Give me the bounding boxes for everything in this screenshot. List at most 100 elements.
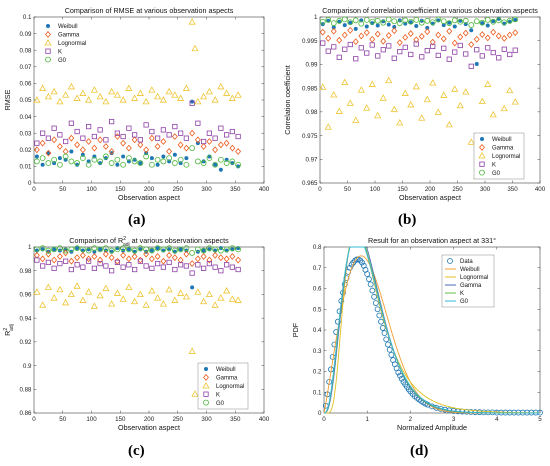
point-g0 xyxy=(177,246,184,253)
point-lognormal xyxy=(335,107,343,114)
legend-marker-data xyxy=(447,258,453,264)
point-g0 xyxy=(479,19,486,26)
point-k xyxy=(347,41,353,48)
point-lognormal xyxy=(194,97,202,105)
point-lognormal xyxy=(200,92,208,100)
point-lognormal xyxy=(188,18,196,25)
point-k xyxy=(468,63,474,69)
point-k xyxy=(342,46,348,52)
point-lognormal xyxy=(418,114,426,121)
point-gamma xyxy=(512,29,519,37)
point-gamma xyxy=(51,136,58,144)
point-gamma xyxy=(217,141,224,149)
point-k xyxy=(507,51,513,58)
legend-label-gamma: Gamma xyxy=(460,283,482,289)
point-gamma xyxy=(473,35,480,43)
point-weibull xyxy=(34,154,39,159)
y-tick-label: 0 xyxy=(28,180,32,187)
point-k xyxy=(45,135,51,141)
plot-area xyxy=(323,246,541,414)
x-tick-label: 1 xyxy=(365,416,369,423)
y-tick-label: 0.985 xyxy=(302,85,318,92)
point-lognormal xyxy=(363,104,371,111)
point-weibull xyxy=(474,61,479,66)
point-lognormal xyxy=(368,80,376,87)
point-g0 xyxy=(56,245,63,252)
point-lognormal xyxy=(440,91,448,98)
point-k xyxy=(408,51,414,58)
x-tick-label: 0 xyxy=(32,416,36,423)
point-data xyxy=(353,256,360,263)
point-k xyxy=(386,43,392,49)
point-gamma xyxy=(39,255,46,263)
point-gamma xyxy=(183,250,190,258)
point-lognormal xyxy=(357,86,365,93)
point-gamma xyxy=(97,256,104,264)
point-weibull xyxy=(447,20,452,25)
legend-marker-g0 xyxy=(479,169,485,176)
point-gamma xyxy=(74,141,81,149)
point-lognormal xyxy=(159,300,167,307)
point-lognormal xyxy=(379,94,387,101)
point-k xyxy=(166,259,172,266)
point-k xyxy=(331,44,337,50)
point-lognormal xyxy=(182,292,190,300)
point-k xyxy=(183,263,189,269)
point-g0 xyxy=(108,160,115,166)
point-lognormal xyxy=(177,94,185,101)
point-lognormal xyxy=(148,287,156,294)
point-gamma xyxy=(429,38,436,46)
x-tick-label: 100 xyxy=(370,186,381,193)
y-tick-label: 1 xyxy=(28,244,32,251)
point-lognormal xyxy=(171,296,179,303)
point-weibull xyxy=(480,21,485,26)
point-weibull xyxy=(218,167,223,172)
point-gamma xyxy=(194,136,201,144)
point-gamma xyxy=(56,143,63,150)
point-g0 xyxy=(200,160,207,166)
point-lognormal xyxy=(56,97,64,105)
caption-b: (b) xyxy=(398,212,417,228)
point-lognormal xyxy=(102,97,110,105)
point-gamma xyxy=(391,27,398,35)
point-k xyxy=(485,45,491,51)
point-k xyxy=(57,260,63,267)
point-lognormal xyxy=(125,84,133,91)
point-k xyxy=(224,262,230,268)
legend-box xyxy=(197,362,249,410)
point-k xyxy=(353,56,359,62)
ylabel-subscript: adj xyxy=(9,324,15,331)
point-g0 xyxy=(68,158,75,165)
point-gamma xyxy=(56,253,63,260)
x-tick-label: 200 xyxy=(144,416,155,423)
point-g0 xyxy=(223,246,230,253)
point-k xyxy=(446,56,452,62)
point-gamma xyxy=(206,138,213,145)
point-lognormal xyxy=(462,88,470,95)
point-g0 xyxy=(352,17,359,24)
legend-label-k: K xyxy=(460,291,464,297)
point-k xyxy=(172,123,178,130)
point-gamma xyxy=(108,148,115,155)
point-gamma xyxy=(506,31,513,39)
point-g0 xyxy=(396,20,403,27)
point-lognormal xyxy=(407,100,415,108)
point-weibull xyxy=(109,151,114,156)
point-k xyxy=(358,45,364,51)
point-lognormal xyxy=(131,297,139,305)
point-weibull xyxy=(190,99,195,104)
point-k xyxy=(441,45,447,51)
y-tick-label: 0.8 xyxy=(313,244,322,251)
point-weibull xyxy=(138,161,143,166)
y-tick-label: 0.03 xyxy=(19,130,32,137)
point-lognormal xyxy=(85,288,93,295)
point-data xyxy=(386,346,393,353)
legend-marker-g0 xyxy=(203,399,209,406)
point-k xyxy=(97,260,103,267)
point-lognormal xyxy=(434,108,442,115)
y-axis-label: PDF xyxy=(291,322,300,337)
point-k xyxy=(68,120,74,126)
point-weibull xyxy=(149,248,154,253)
point-lognormal xyxy=(211,301,219,308)
point-lognormal xyxy=(401,89,409,96)
